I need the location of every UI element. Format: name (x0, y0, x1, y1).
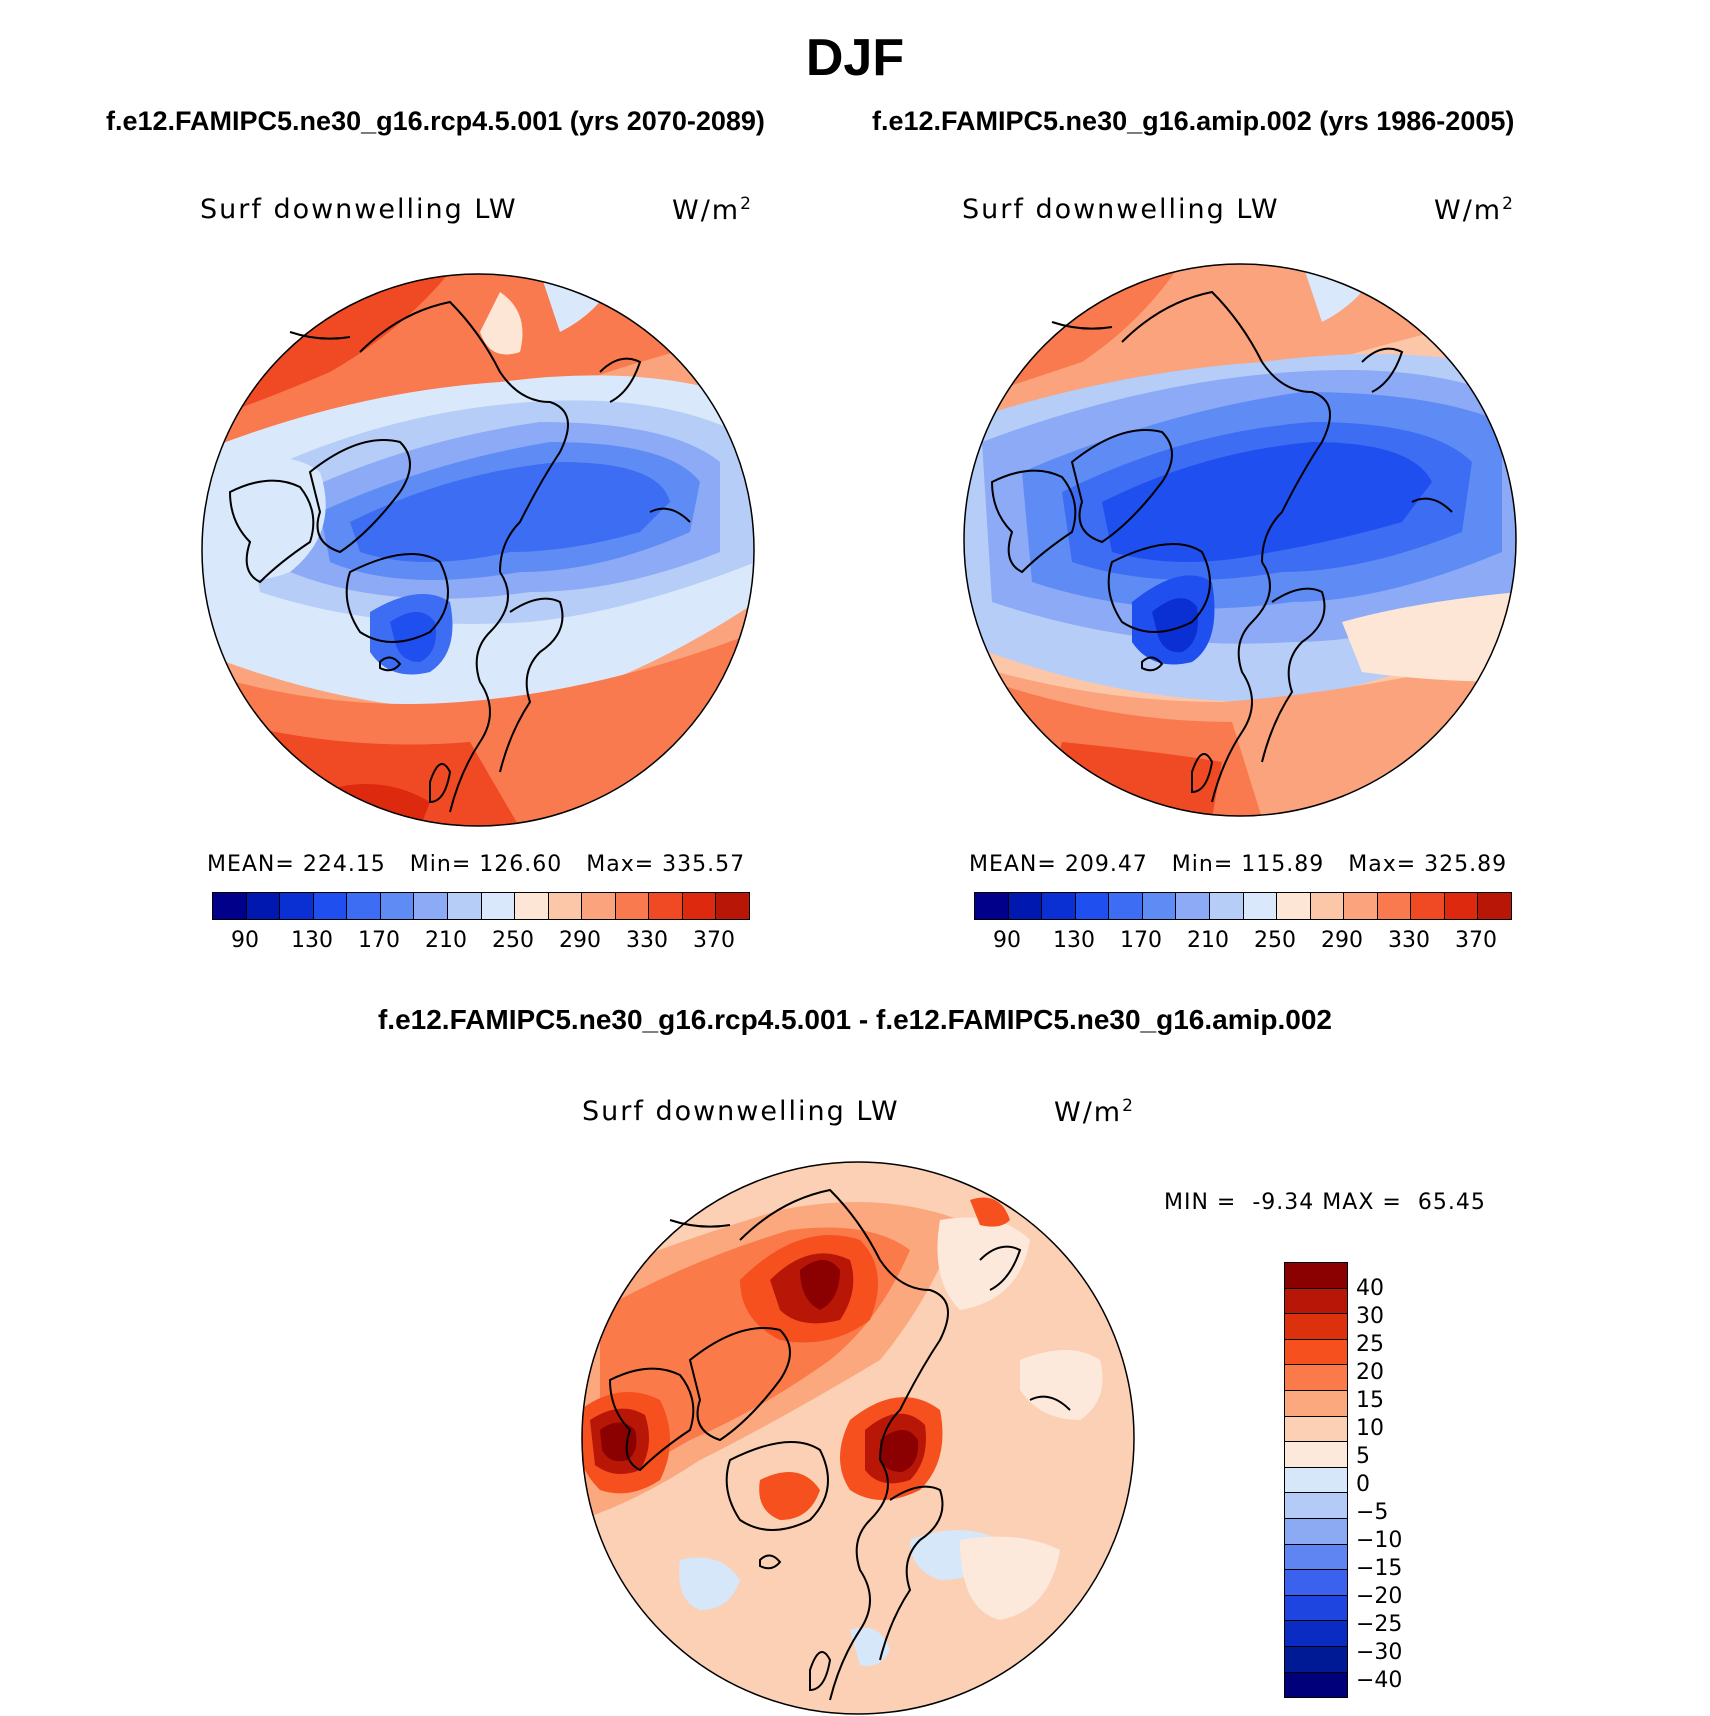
colorbar-tick-label: 170 (358, 928, 400, 953)
colorbar-tick-label: 290 (1321, 928, 1363, 953)
colorbar-swatch (1285, 1442, 1347, 1468)
colorbar-swatch (1075, 893, 1110, 919)
colorbar-tick-label: −15 (1356, 1556, 1403, 1581)
colorbar-tick-label: 210 (425, 928, 467, 953)
colorbar-diff (1284, 1262, 1348, 1698)
plot-variable-rcp: Surf downwelling LW (200, 194, 518, 225)
colorbar-swatch (1411, 893, 1445, 919)
colorbar-swatch (1277, 893, 1311, 919)
polar-map-rcp (201, 273, 755, 827)
colorbar-swatch (1344, 893, 1378, 919)
plot-units-diff: W/m2 (1054, 1096, 1135, 1128)
plot-units-rcp: W/m2 (672, 194, 753, 226)
stats-diff: MIN = -9.34 MAX = 65.45 (1164, 1190, 1486, 1215)
colorbar-swatch (1243, 893, 1278, 919)
colorbar-tick-label: 250 (492, 928, 534, 953)
colorbar-tick-label: 0 (1356, 1472, 1370, 1497)
colorbar-swatch (548, 893, 583, 919)
diff-title: f.e12.FAMIPC5.ne30_g16.rcp4.5.001 - f.e1… (377, 1004, 1333, 1035)
colorbar-swatch (1285, 1621, 1347, 1647)
colorbar-swatch (1285, 1518, 1347, 1545)
colorbar-tick-label: 370 (1455, 928, 1497, 953)
colorbar-swatch (515, 893, 549, 919)
colorbar-tick-label: −40 (1356, 1668, 1403, 1693)
colorbar-tick-label: 330 (1388, 928, 1430, 953)
figure-title: DJF (805, 29, 905, 87)
stats-amip: MEAN= 209.47 Min= 115.89 Max= 325.89 (969, 852, 1508, 877)
colorbar-tick-label: 130 (1053, 928, 1095, 953)
colorbar-tick-label: 290 (559, 928, 601, 953)
colorbar-tick-label: −5 (1356, 1500, 1389, 1525)
colorbar-swatch (1109, 893, 1143, 919)
colorbar-swatch (1310, 893, 1345, 919)
colorbar-swatch (1285, 1544, 1347, 1571)
colorbar-swatch (414, 893, 448, 919)
colorbar-swatch (1285, 1314, 1347, 1340)
colorbar-swatch (1209, 893, 1244, 919)
colorbar-tick-label: 250 (1254, 928, 1296, 953)
colorbar-tick-label: 5 (1356, 1444, 1370, 1469)
colorbar-swatch (481, 893, 516, 919)
colorbar-tick-label: 210 (1187, 928, 1229, 953)
colorbar-swatch (649, 893, 683, 919)
colorbar-tick-label: −30 (1356, 1640, 1403, 1665)
plot-units-amip: W/m2 (1434, 194, 1515, 226)
polar-map-diff (581, 1161, 1135, 1715)
colorbar-swatch (213, 893, 247, 919)
colorbar-swatch (1285, 1570, 1347, 1596)
colorbar-swatch (447, 893, 482, 919)
colorbar-swatch (615, 893, 650, 919)
colorbar-swatch (380, 893, 415, 919)
colorbar-swatch (1478, 893, 1511, 919)
colorbar-swatch (1142, 893, 1177, 919)
colorbar-tick-label: −25 (1356, 1612, 1403, 1637)
colorbar-swatch (1377, 893, 1412, 919)
colorbar-swatch (280, 893, 314, 919)
colorbar-swatch (313, 893, 348, 919)
colorbar-swatch (1285, 1672, 1347, 1698)
plot-variable-diff: Surf downwelling LW (582, 1096, 900, 1127)
colorbar-swatch (1285, 1365, 1347, 1391)
colorbar-tick-label: 130 (291, 928, 333, 953)
colorbar-swatch (1285, 1416, 1347, 1443)
colorbar-tick-label: 30 (1356, 1304, 1384, 1329)
colorbar-swatch (1285, 1646, 1347, 1673)
colorbar-swatch (1285, 1467, 1347, 1494)
plot-variable-amip: Surf downwelling LW (962, 194, 1280, 225)
colorbar-rcp (212, 892, 750, 920)
colorbar-swatch (1285, 1288, 1347, 1315)
colorbar-tick-label: −10 (1356, 1528, 1403, 1553)
colorbar-swatch (582, 893, 616, 919)
colorbar-swatch (347, 893, 381, 919)
colorbar-swatch (1285, 1339, 1347, 1366)
stats-rcp: MEAN= 224.15 Min= 126.60 Max= 335.57 (207, 852, 746, 877)
colorbar-swatch (1008, 893, 1043, 919)
colorbar-swatch (1285, 1390, 1347, 1417)
colorbar-swatch (1285, 1263, 1347, 1289)
colorbar-swatch (1444, 893, 1479, 919)
case-title-amip: f.e12.FAMIPC5.ne30_g16.amip.002 (yrs 198… (872, 106, 1515, 136)
colorbar-tick-label: 40 (1356, 1276, 1384, 1301)
colorbar-swatch (1042, 893, 1076, 919)
colorbar-tick-label: 15 (1356, 1388, 1384, 1413)
polar-map-amip (963, 263, 1517, 817)
colorbar-tick-label: 10 (1356, 1416, 1384, 1441)
colorbar-tick-label: 330 (626, 928, 668, 953)
colorbar-tick-label: 90 (231, 928, 259, 953)
colorbar-swatch (246, 893, 281, 919)
colorbar-swatch (682, 893, 717, 919)
colorbar-swatch (975, 893, 1009, 919)
colorbar-tick-label: 20 (1356, 1360, 1384, 1385)
case-title-rcp: f.e12.FAMIPC5.ne30_g16.rcp4.5.001 (yrs 2… (106, 106, 765, 136)
colorbar-swatch (1285, 1493, 1347, 1519)
colorbar-swatch (1285, 1595, 1347, 1622)
colorbar-amip (974, 892, 1512, 920)
colorbar-swatch (716, 893, 749, 919)
colorbar-swatch (1176, 893, 1210, 919)
colorbar-tick-label: 25 (1356, 1332, 1384, 1357)
colorbar-tick-label: 170 (1120, 928, 1162, 953)
colorbar-tick-label: −20 (1356, 1584, 1403, 1609)
colorbar-tick-label: 90 (993, 928, 1021, 953)
colorbar-tick-label: 370 (693, 928, 735, 953)
